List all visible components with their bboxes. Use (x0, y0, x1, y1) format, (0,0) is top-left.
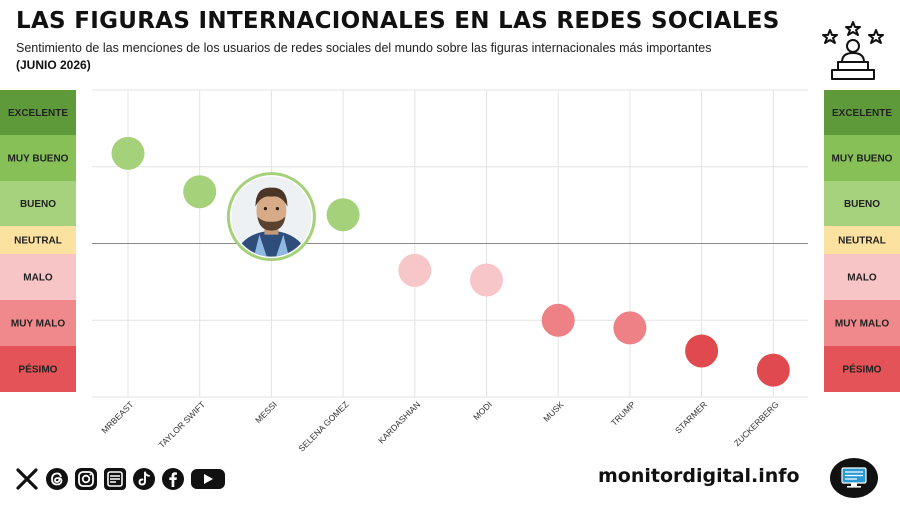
scale-band-left-2 (0, 181, 76, 226)
facebook-icon[interactable] (161, 467, 185, 491)
scale-band-right-3 (824, 226, 900, 254)
sentiment-chart: EXCELENTE MUY BUENO BUENO NEUTRAL MALO MUY MA… (0, 89, 900, 454)
scale-label-right-4: MALO (847, 273, 877, 284)
x-axis-labels: MRBEAST TAYLOR SWIFT MESSI SELENA GOMEZ KARD… (99, 399, 780, 453)
scale-bands-left: EXCELENTE MUY BUENO BUENO NEUTRAL MALO MUY MA… (0, 90, 76, 392)
scale-label-left-4: MALO (23, 273, 53, 284)
point-taylor-swift[interactable] (183, 175, 217, 209)
news-icon[interactable] (103, 467, 127, 491)
scale-band-right-6 (824, 346, 900, 392)
scale-label-right-3: NEUTRAL (838, 236, 886, 247)
threads-icon[interactable] (45, 467, 69, 491)
x-label-selena-gomez: SELENA GOMEZ (296, 399, 350, 453)
scale-label-left-6: PÉSIMO (19, 363, 58, 376)
x-label-starmer: STARMER (673, 399, 709, 435)
chart-points (111, 136, 790, 387)
scale-bands-right: EXCELENTE MUY BUENO BUENO NEUTRAL MALO MUY MA… (824, 90, 900, 392)
point-mrbeast[interactable] (111, 136, 145, 170)
scale-band-right-4 (824, 254, 900, 300)
scale-label-left-5: MUY MALO (11, 319, 65, 330)
point-modi[interactable] (470, 263, 503, 297)
x-label-zuckerberg: ZUCKERBERG (732, 399, 781, 448)
scale-label-right-0: EXCELENTE (832, 108, 892, 119)
point-zuckerberg[interactable] (756, 353, 790, 387)
point-trump[interactable] (613, 311, 647, 345)
x-label-mrbeast: MRBEAST (99, 399, 135, 435)
monitor-logo-icon (830, 458, 878, 498)
point-kardashian[interactable] (398, 253, 432, 287)
instagram-icon[interactable] (74, 467, 98, 491)
scale-label-right-2: BUENO (844, 199, 880, 210)
scale-band-left-4 (0, 254, 76, 300)
scale-band-right-0 (824, 90, 900, 135)
x-label-kardashian: KARDASHIAN (376, 399, 422, 445)
chart-subtitle: Sentimiento de las menciones de los usua… (16, 41, 712, 55)
scale-label-right-1: MUY BUENO (832, 154, 893, 165)
scale-band-right-1 (824, 135, 900, 181)
tiktok-icon[interactable] (132, 467, 156, 491)
x-label-taylor-swift: TAYLOR SWIFT (157, 399, 208, 450)
chart-grid (92, 89, 808, 398)
x-label-musk: MUSK (541, 399, 566, 424)
podium-stars-icon (822, 21, 884, 80)
scale-band-right-2 (824, 181, 900, 226)
scale-label-right-6: PÉSIMO (843, 363, 882, 376)
youtube-icon[interactable] (190, 467, 226, 491)
x-icon[interactable] (14, 466, 40, 492)
chart-date: (JUNIO 2026) (16, 58, 91, 72)
point-messi[interactable] (226, 172, 316, 262)
social-icons (14, 466, 226, 492)
scale-band-left-0 (0, 90, 76, 135)
scale-band-left-6 (0, 346, 76, 392)
footer-site[interactable]: monitordigital.info (598, 465, 800, 487)
x-label-modi: MODI (471, 399, 494, 422)
scale-label-left-0: EXCELENTE (8, 108, 68, 119)
scale-label-right-5: MUY MALO (835, 319, 889, 330)
point-starmer[interactable] (685, 334, 719, 368)
scale-label-left-3: NEUTRAL (14, 236, 62, 247)
scale-band-left-1 (0, 135, 76, 181)
scale-label-left-2: BUENO (20, 199, 56, 210)
scale-label-left-1: MUY BUENO (8, 154, 69, 165)
point-selena-gomez[interactable] (326, 198, 360, 232)
scale-band-right-5 (824, 300, 900, 346)
chart-title: LAS FIGURAS INTERNACIONALES EN LAS REDES… (16, 8, 780, 34)
x-label-messi: MESSI (253, 399, 279, 425)
point-musk[interactable] (541, 303, 575, 337)
scale-band-left-3 (0, 226, 76, 254)
x-label-trump: TRUMP (609, 399, 638, 428)
scale-band-left-5 (0, 300, 76, 346)
